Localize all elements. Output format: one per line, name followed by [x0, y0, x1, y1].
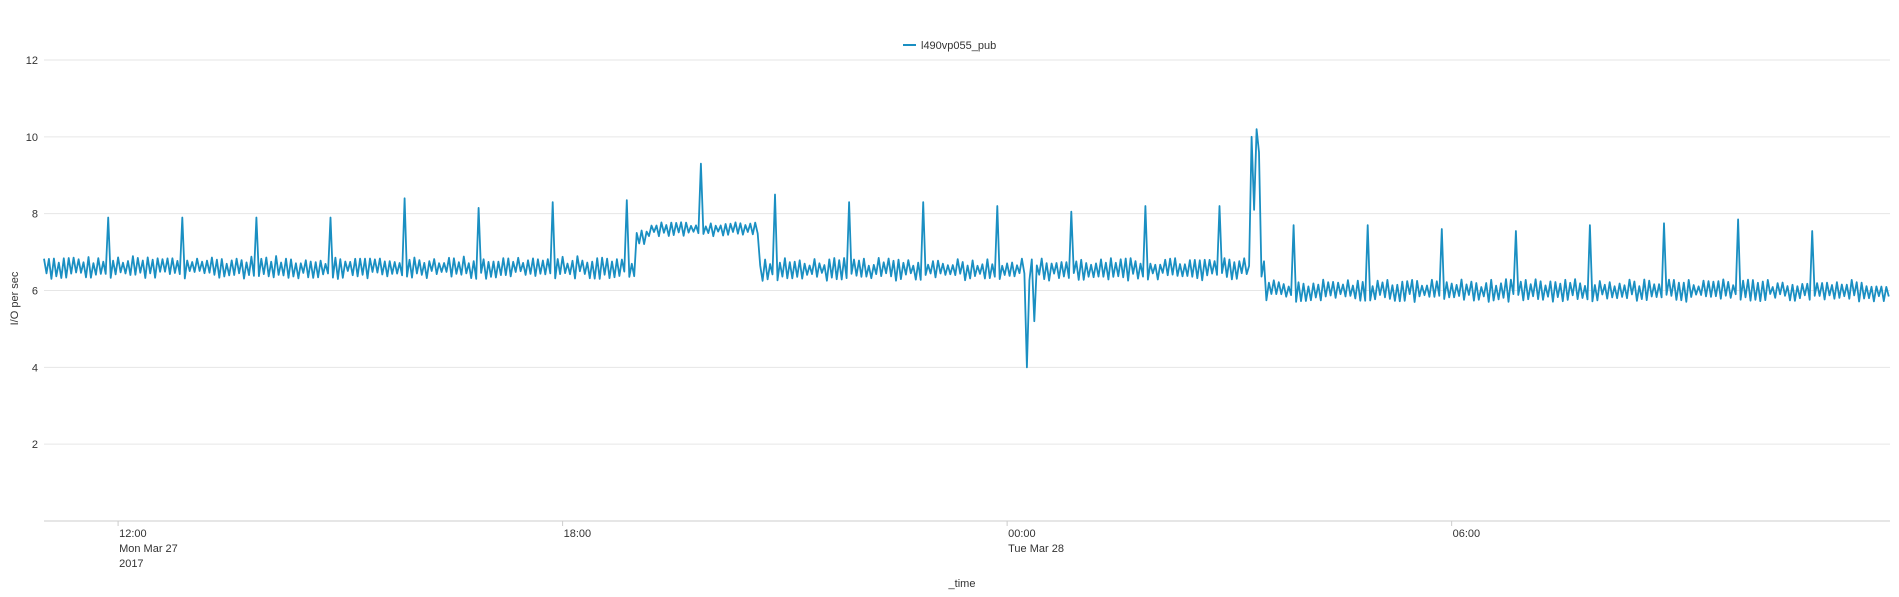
- series-layer: [43, 128, 1890, 369]
- x-tick-label: Mon Mar 27: [119, 543, 178, 555]
- x-tick-label: 2017: [119, 558, 143, 570]
- y-tick-label: 4: [32, 362, 38, 374]
- y-axis-title: I/O per sec: [9, 271, 21, 325]
- x-axis: 12:00 Mon Mar 27 2017 18:00 00:00 Tue Mar 28 0…: [117, 521, 1481, 570]
- y-tick-label: 12: [26, 55, 38, 67]
- gridlines: [44, 59, 1890, 522]
- x-tick-label: 12:00: [119, 528, 147, 540]
- y-tick-label: 2: [32, 439, 38, 451]
- legend-label: l490vp055_pub: [921, 40, 996, 52]
- x-tick-label: Tue Mar 28: [1008, 543, 1064, 555]
- y-axis: 2 4 6 8 10 12: [26, 55, 38, 451]
- y-tick-label: 6: [32, 286, 38, 298]
- x-tick-label: 00:00: [1008, 528, 1036, 540]
- y-tick-label: 10: [26, 132, 38, 144]
- series-line-l490vp055_pub: [43, 128, 1890, 369]
- x-axis-title: _time: [948, 578, 976, 590]
- x-tick-label: 18:00: [564, 528, 592, 540]
- y-tick-label: 8: [32, 209, 38, 221]
- legend[interactable]: l490vp055_pub: [903, 40, 996, 52]
- x-tick-label: 06:00: [1453, 528, 1481, 540]
